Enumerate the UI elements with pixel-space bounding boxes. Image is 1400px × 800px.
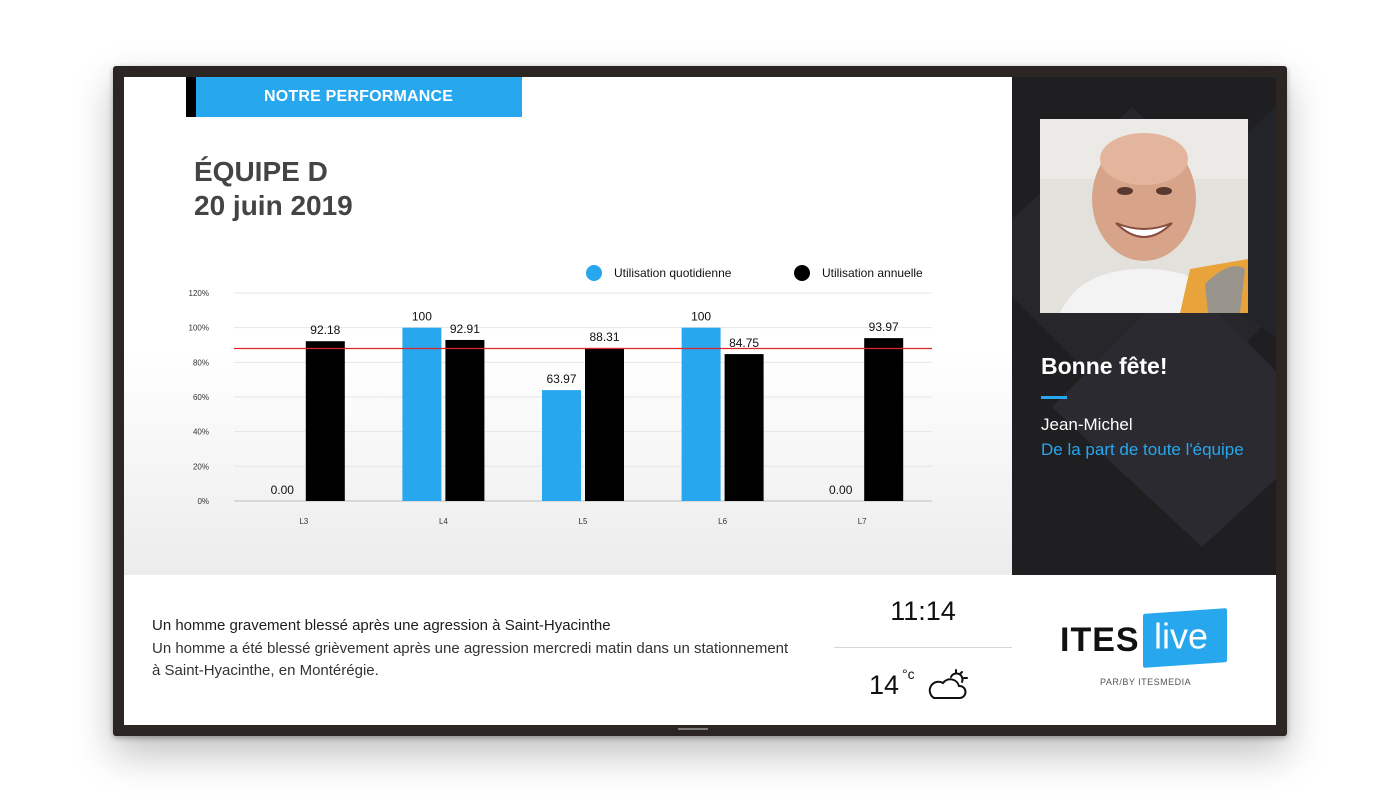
brand-subtitle: PAR/BY ITESMEDIA [1100, 677, 1192, 687]
bar [585, 347, 624, 501]
y-tick-label: 60% [193, 393, 209, 402]
x-tick-label: L5 [579, 517, 588, 526]
bar [402, 327, 442, 501]
bar [445, 339, 485, 501]
y-tick-label: 120% [189, 289, 209, 298]
data-label: 93.97 [869, 320, 899, 334]
legend-marker [586, 265, 602, 281]
x-tick-label: L3 [299, 517, 308, 526]
partly-cloudy-icon [928, 669, 968, 699]
performance-panel: NOTRE PERFORMANCE ÉQUIPE D 20 juin 2019 … [124, 77, 1012, 575]
bar [681, 327, 721, 501]
display-frame: NOTRE PERFORMANCE ÉQUIPE D 20 juin 2019 … [113, 66, 1287, 736]
data-label: 63.97 [546, 372, 576, 386]
birthday-title: Bonne fête! [1041, 353, 1168, 379]
bar [864, 338, 904, 501]
bar [305, 341, 345, 501]
data-label: 88.31 [589, 330, 619, 344]
section-header: NOTRE PERFORMANCE [186, 77, 522, 117]
news-body: Un homme a été blessé grièvement après u… [152, 640, 789, 679]
weather: 14 °c [834, 648, 1013, 725]
bar [724, 354, 764, 501]
data-label: 84.75 [729, 336, 759, 350]
legend-marker [794, 265, 810, 281]
screen: NOTRE PERFORMANCE ÉQUIPE D 20 juin 2019 … [124, 77, 1276, 725]
temperature: 14 [869, 670, 900, 700]
clock-time: 11:14 [890, 595, 956, 626]
news-headline: Un homme gravement blessé après une agre… [152, 617, 611, 634]
y-tick-label: 0% [197, 497, 209, 506]
person-photo [1040, 119, 1248, 313]
data-label: 92.18 [310, 323, 340, 337]
brand-live-badge: live [1143, 608, 1227, 668]
data-label: 100 [691, 310, 711, 324]
clock: 11:14 [834, 575, 1013, 648]
section-header-label: NOTRE PERFORMANCE [264, 88, 454, 105]
legend-label: Utilisation quotidienne [614, 266, 732, 280]
team-title: ÉQUIPE D [194, 156, 328, 187]
news-ticker: Un homme gravement blessé après une agre… [124, 575, 835, 725]
y-tick-label: 80% [193, 358, 209, 367]
frame-indicator [678, 728, 708, 730]
performance-chart: 0% 20% 40% 60% 80% 100% 120% 0.00 92.18 L3 100 92.9… [189, 265, 932, 526]
birthday-message: De la part de toute l'équipe [1041, 440, 1244, 459]
birthday-panel: Bonne fête! Jean-Michel De la part de to… [1012, 77, 1276, 575]
birthday-name: Jean-Michel [1041, 415, 1133, 434]
y-tick-label: 40% [193, 428, 209, 437]
y-tick-label: 100% [189, 324, 209, 333]
brand-logo: ITES live PAR/BY ITESMEDIA [1012, 575, 1276, 725]
y-tick-label: 20% [193, 462, 209, 471]
x-tick-label: L4 [439, 517, 448, 526]
brand-ites: ITES [1060, 621, 1140, 659]
brand-live: live [1154, 615, 1209, 657]
data-label: 0.00 [829, 483, 853, 497]
legend-label: Utilisation annuelle [822, 266, 923, 280]
data-label: 92.91 [450, 322, 480, 336]
data-label: 100 [412, 310, 432, 324]
x-tick-label: L6 [718, 517, 727, 526]
bar [542, 390, 581, 501]
team-date: 20 juin 2019 [194, 190, 353, 221]
temperature-unit: °c [902, 666, 915, 682]
accent-divider [1041, 396, 1067, 399]
x-tick-label: L7 [858, 517, 867, 526]
data-label: 0.00 [271, 483, 295, 497]
